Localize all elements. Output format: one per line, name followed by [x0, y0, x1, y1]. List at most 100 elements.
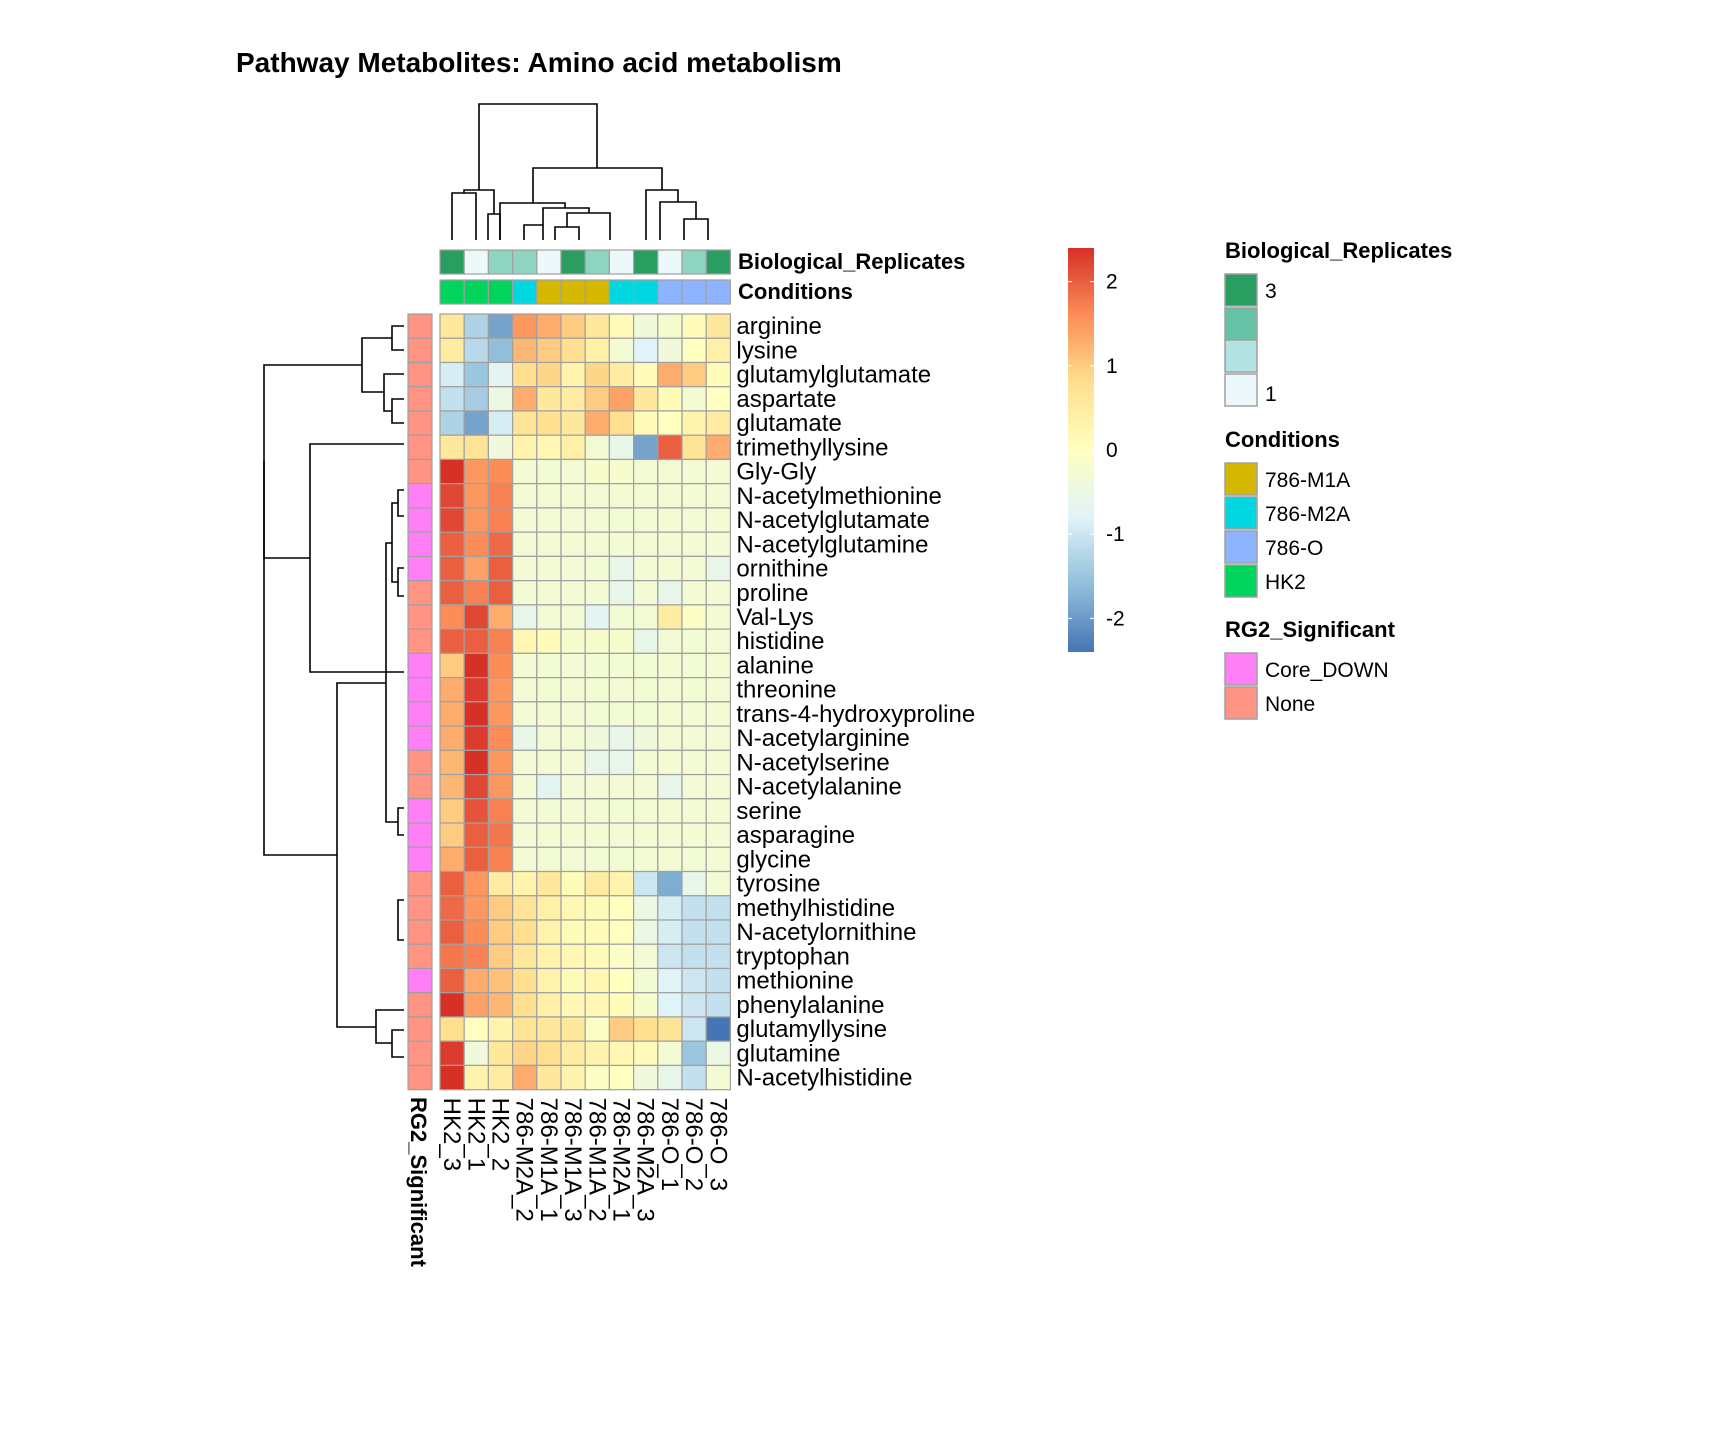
row-label: histidine — [736, 628, 824, 655]
heatmap-cell — [511, 604, 538, 630]
heatmap-cell — [632, 410, 659, 436]
column-label: 786-O_1 — [656, 1098, 683, 1191]
row-dendrogram-branch — [391, 398, 404, 424]
heatmap-cell — [439, 483, 465, 509]
heatmap-cell — [584, 386, 611, 412]
heatmap-cell — [705, 410, 732, 436]
heatmap-cell — [487, 458, 514, 485]
row-label: N-acetylhistidine — [736, 1065, 912, 1092]
heatmap-cell — [560, 870, 586, 897]
heatmap-cell — [681, 725, 707, 751]
heatmap-cell — [657, 798, 683, 824]
heatmap-cell — [608, 483, 635, 509]
heatmap-cell — [511, 531, 538, 557]
heatmap-cell — [681, 967, 707, 994]
significance-annotation-cell — [407, 531, 433, 557]
row-dendrogram-branch — [361, 337, 392, 393]
condition-annotation-cell — [487, 279, 514, 305]
legend-swatch — [1224, 496, 1258, 530]
heatmap-cell — [705, 798, 732, 824]
heatmap-cell — [439, 1040, 465, 1067]
heatmap-cell — [681, 507, 707, 533]
significance-annotation-cell — [407, 410, 433, 436]
heatmap-cell — [657, 410, 683, 436]
heatmap-cell — [632, 652, 659, 679]
heatmap-cell — [632, 386, 659, 412]
heatmap-cell — [487, 386, 514, 412]
heatmap-cell — [536, 1064, 562, 1091]
heatmap-cell — [657, 337, 683, 364]
heatmap-cell — [463, 676, 490, 703]
heatmap-cell — [632, 943, 659, 970]
heatmap-cell — [511, 1016, 538, 1042]
heatmap-cell — [657, 822, 683, 848]
heatmap-cell — [511, 773, 538, 800]
heatmap-cell — [681, 483, 707, 509]
heatmap-cell — [439, 870, 465, 897]
replicate-annotation-cell — [608, 249, 635, 275]
heatmap-cell — [439, 967, 465, 994]
replicate-annotation-cell — [463, 249, 490, 275]
row-label: methylhistidine — [736, 895, 895, 922]
heatmap-cell — [560, 749, 586, 776]
heatmap-cell — [584, 943, 611, 970]
heatmap-cell — [439, 919, 465, 945]
heatmap-cell — [657, 701, 683, 727]
column-dendrogram-branch — [683, 218, 709, 240]
legend-swatch — [1224, 652, 1258, 686]
heatmap-cell — [560, 628, 586, 654]
replicate-annotation-cell — [681, 249, 707, 275]
legend-swatch — [1224, 373, 1258, 407]
row-label: N-acetylglutamate — [736, 507, 929, 534]
heatmap-cell — [439, 1016, 465, 1042]
heatmap-cell — [487, 967, 514, 994]
significance-annotation-cell — [407, 846, 433, 873]
heatmap-cell — [511, 676, 538, 703]
heatmap-cell — [463, 870, 490, 897]
heatmap-cell — [511, 410, 538, 436]
heatmap-cell — [608, 555, 635, 582]
column-dendrogram-branch — [487, 213, 501, 240]
legend-swatch — [1224, 564, 1258, 598]
heatmap-cell — [439, 410, 465, 436]
heatmap-cell — [584, 483, 611, 509]
heatmap-cell — [511, 507, 538, 533]
column-dendrogram-branch — [542, 207, 590, 225]
row-label: phenylalanine — [736, 992, 884, 1019]
heatmap-cell — [632, 1040, 659, 1067]
heatmap-cell — [536, 386, 562, 412]
heatmap-cell — [681, 919, 707, 945]
heatmap-cell — [657, 628, 683, 654]
heatmap-cell — [439, 798, 465, 824]
heatmap-cell — [463, 798, 490, 824]
significance-annotation-cell — [407, 701, 433, 727]
heatmap-cell — [584, 870, 611, 897]
heatmap-cell — [705, 483, 732, 509]
heatmap-cell — [487, 555, 514, 582]
heatmap-cell — [681, 531, 707, 557]
heatmap-cell — [439, 846, 465, 873]
heatmap-cell — [608, 1064, 635, 1091]
heatmap-cell — [584, 434, 611, 461]
heatmap-cell — [681, 676, 707, 703]
heatmap-cell — [536, 337, 562, 364]
heatmap-cell — [463, 919, 490, 945]
heatmap-cell — [511, 1040, 538, 1067]
heatmap-cell — [463, 1064, 490, 1091]
heatmap-cell — [511, 483, 538, 509]
heatmap-cell — [439, 749, 465, 776]
heatmap-cell — [463, 895, 490, 921]
heatmap-cell — [705, 701, 732, 727]
heatmap-cell — [487, 773, 514, 800]
row-dendrogram-branch — [397, 489, 404, 517]
heatmap-cell — [487, 822, 514, 848]
heatmap-cell — [560, 337, 586, 364]
heatmap-cell — [487, 652, 514, 679]
heatmap-cell — [487, 531, 514, 557]
column-dendrogram-branch — [554, 226, 580, 240]
heatmap-cell — [463, 434, 490, 461]
row-label: aspartate — [736, 386, 836, 413]
heatmap-cell — [608, 919, 635, 945]
significance-annotation-cell — [407, 676, 433, 703]
row-label: tyrosine — [736, 871, 820, 898]
